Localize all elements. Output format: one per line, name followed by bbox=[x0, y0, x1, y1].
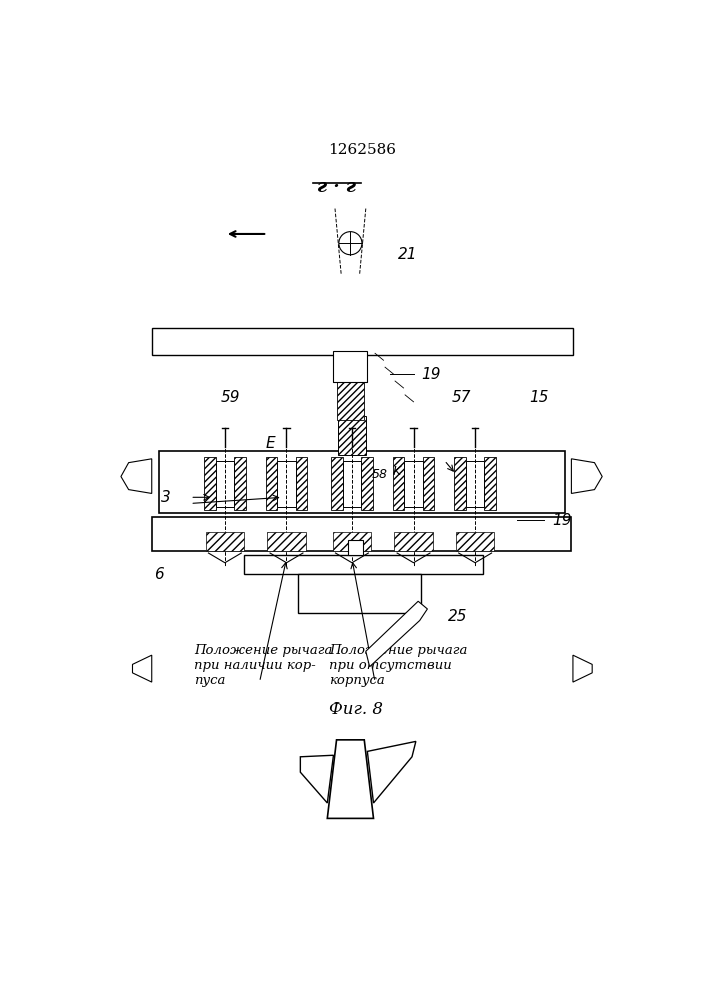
Polygon shape bbox=[296, 457, 308, 510]
Text: 15: 15 bbox=[529, 390, 549, 405]
Text: 1262586: 1262586 bbox=[328, 143, 396, 157]
Polygon shape bbox=[334, 351, 368, 382]
Polygon shape bbox=[368, 741, 416, 803]
Text: 19: 19 bbox=[421, 367, 440, 382]
Polygon shape bbox=[204, 457, 216, 510]
Text: при отсутствии: при отсутствии bbox=[329, 659, 452, 672]
Text: 21: 21 bbox=[398, 247, 418, 262]
Text: при наличии кор-: при наличии кор- bbox=[194, 659, 316, 672]
Text: 25: 25 bbox=[448, 609, 468, 624]
Polygon shape bbox=[334, 351, 368, 382]
Text: 3: 3 bbox=[161, 490, 171, 505]
Polygon shape bbox=[348, 540, 363, 555]
Text: 19: 19 bbox=[552, 513, 572, 528]
Polygon shape bbox=[331, 457, 343, 510]
Polygon shape bbox=[393, 457, 404, 510]
Polygon shape bbox=[455, 457, 466, 510]
Text: Фиг. 8: Фиг. 8 bbox=[329, 701, 383, 718]
Text: 59: 59 bbox=[221, 390, 240, 405]
Polygon shape bbox=[244, 555, 483, 574]
Polygon shape bbox=[466, 461, 484, 507]
Text: 58: 58 bbox=[372, 468, 388, 481]
Text: г · г: г · г bbox=[317, 178, 356, 196]
Polygon shape bbox=[338, 416, 366, 455]
Polygon shape bbox=[456, 532, 494, 551]
Polygon shape bbox=[160, 451, 565, 513]
Polygon shape bbox=[423, 457, 434, 510]
Polygon shape bbox=[132, 655, 152, 682]
Polygon shape bbox=[234, 457, 246, 510]
Text: Положение рычага: Положение рычага bbox=[329, 644, 467, 657]
Text: K: K bbox=[393, 465, 401, 478]
Polygon shape bbox=[333, 532, 371, 551]
Polygon shape bbox=[484, 457, 496, 510]
Polygon shape bbox=[404, 461, 423, 507]
Polygon shape bbox=[121, 459, 152, 493]
Polygon shape bbox=[573, 655, 592, 682]
Text: корпуса: корпуса bbox=[329, 674, 385, 687]
Polygon shape bbox=[395, 532, 433, 551]
Polygon shape bbox=[327, 740, 373, 818]
Text: E: E bbox=[265, 436, 275, 451]
Polygon shape bbox=[206, 532, 244, 551]
Polygon shape bbox=[152, 328, 573, 355]
Polygon shape bbox=[361, 457, 373, 510]
Polygon shape bbox=[266, 457, 277, 510]
Polygon shape bbox=[267, 532, 305, 551]
Polygon shape bbox=[277, 461, 296, 507]
Text: 6: 6 bbox=[153, 567, 163, 582]
Polygon shape bbox=[337, 382, 364, 420]
Polygon shape bbox=[300, 755, 334, 803]
Text: 57: 57 bbox=[452, 390, 472, 405]
Polygon shape bbox=[343, 461, 361, 507]
Text: Положение рычага: Положение рычага bbox=[194, 644, 332, 657]
Polygon shape bbox=[152, 517, 571, 551]
Polygon shape bbox=[298, 574, 421, 613]
Polygon shape bbox=[366, 601, 428, 667]
Polygon shape bbox=[334, 329, 368, 353]
Polygon shape bbox=[216, 461, 234, 507]
Polygon shape bbox=[571, 459, 602, 493]
Text: пуса: пуса bbox=[194, 674, 226, 687]
